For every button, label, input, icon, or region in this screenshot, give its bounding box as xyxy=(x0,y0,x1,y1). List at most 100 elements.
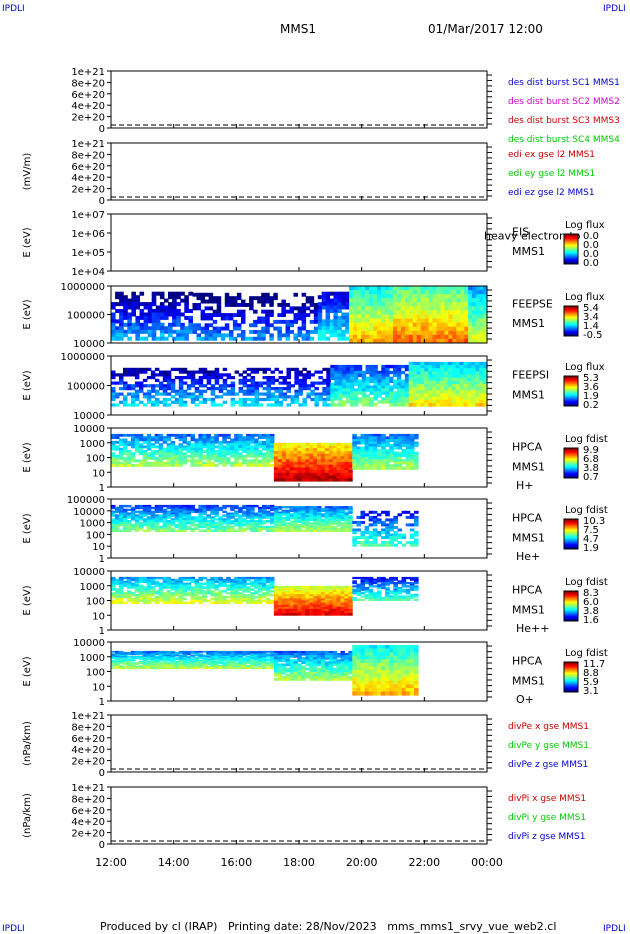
spec-bin-hpca_hepp-0 xyxy=(142,580,148,584)
spec-bin-feepse-1 xyxy=(212,309,218,314)
spec-bin-hpca_he-0 xyxy=(226,518,231,521)
cbar-value-hpca_he: 4.7 xyxy=(583,534,599,545)
cbar-swatch-hpca_he xyxy=(564,541,578,543)
spec-bin-hpca_h-0 xyxy=(262,454,267,458)
spec-bin-hpca_hepp-0 xyxy=(242,594,247,597)
spec-bin-feepse-1 xyxy=(269,313,274,317)
spec-bin-hpca_h-0 xyxy=(222,433,227,437)
spec-bin-hpca_he-0 xyxy=(162,523,168,527)
spec-bin-feepsi-0 xyxy=(150,389,156,393)
spec-bin-hpca_h-0 xyxy=(266,452,271,456)
spec-bin-hpca_h-1 xyxy=(320,461,326,466)
spec-bin-feepse-0 xyxy=(115,336,120,341)
spec-bin-feepsi-0 xyxy=(322,367,327,371)
spec-bin-hpca_hepp-0 xyxy=(186,592,191,595)
spec-bin-feepse-3 xyxy=(385,330,390,336)
spec-bin-feepsi-2 xyxy=(451,384,457,388)
spec-bin-feepse-5 xyxy=(475,286,480,291)
spec-bin-feepsi-1 xyxy=(334,379,339,383)
spec-bin-hpca_hepp-1 xyxy=(309,592,314,595)
spec-bin-hpca_he-0 xyxy=(111,510,116,513)
spec-bin-feepse-4 xyxy=(440,318,445,324)
spec-bin-hpca_he-2 xyxy=(397,541,403,545)
spec-bin-feepsi-1 xyxy=(389,394,394,398)
cbar-swatch-hpca_h xyxy=(564,462,578,464)
cbar-swatch-hpca_he xyxy=(564,520,578,522)
spec-bin-hpca_he-0 xyxy=(178,523,184,527)
spec-bin-hpca_he-0 xyxy=(270,518,275,521)
spec-bin-hpca_h-1 xyxy=(324,467,330,471)
spec-bin-feepsi-2 xyxy=(467,361,472,366)
spec-bin-hpca_h-0 xyxy=(122,459,128,463)
spec-bin-hpca_hepp-0 xyxy=(230,590,235,593)
spec-bin-feepsi-1 xyxy=(353,391,359,395)
spec-bin-hpca_he-0 xyxy=(250,516,255,519)
spec-bin-hpca_h-1 xyxy=(324,472,330,477)
spec-bin-feepse-0 xyxy=(115,329,120,334)
spec-bin-hpca_he-0 xyxy=(178,510,184,513)
spec-bin-hpca_hepp-1 xyxy=(324,598,330,601)
spec-bin-hpca_he-0 xyxy=(170,514,176,517)
cbar-swatch-eis xyxy=(564,253,578,255)
spec-bin-hpca_he-1 xyxy=(289,524,294,527)
spec-bin-feepsi-0 xyxy=(270,403,275,407)
spec-bin-feepse-4 xyxy=(460,294,465,299)
spec-bin-hpca_he-0 xyxy=(118,504,124,508)
spec-bin-feepse-4 xyxy=(428,298,434,303)
spec-bin-hpca_h-0 xyxy=(254,447,259,451)
spec-bin-feepsi-0 xyxy=(258,367,264,371)
spec-bin-feepsi-1 xyxy=(373,373,378,378)
spec-bin-hpca_h-1 xyxy=(317,445,322,449)
spec-bin-hpca_he-0 xyxy=(262,512,267,515)
spec-bin-hpca_he-0 xyxy=(238,525,243,529)
spec-bin-hpca_he-0 xyxy=(262,504,267,508)
spec-bin-hpca_he-1 xyxy=(340,511,345,514)
spec-bin-hpca_h-1 xyxy=(328,448,334,452)
spec-bin-hpca_he-2 xyxy=(352,538,357,542)
spec-bin-feepsi-0 xyxy=(138,387,144,391)
spec-bin-hpca_he-1 xyxy=(317,529,322,532)
spec-bin-feepse-5 xyxy=(472,290,477,295)
spec-bin-feepsi-2 xyxy=(408,365,414,369)
spec-bin-feepsi-0 xyxy=(278,403,283,407)
spec-bin-hpca_h-0 xyxy=(246,447,251,451)
spec-bin-hpca_he-2 xyxy=(389,518,394,522)
spec-bin-feepsi-1 xyxy=(338,403,343,407)
spec-bin-hpca_h-0 xyxy=(126,457,132,460)
spec-bin-feepsi-2 xyxy=(412,396,417,401)
spec-bin-hpca_he-0 xyxy=(162,508,168,512)
instrument-label-hpca_he: HPCA xyxy=(512,511,543,524)
spec-bin-hpca_he-1 xyxy=(313,506,318,509)
spec-bin-feepse-4 xyxy=(424,294,430,299)
spec-bin-hpca_h-0 xyxy=(134,436,140,439)
spec-bin-feepsi-0 xyxy=(162,376,168,380)
spec-bin-hpca_h-0 xyxy=(198,457,203,460)
spec-bin-feepse-5 xyxy=(483,326,488,332)
spec-bin-hpca_hepp-0 xyxy=(266,601,271,604)
spec-bin-hpca_hepp-1 xyxy=(285,590,291,593)
spec-bin-hpca_h-1 xyxy=(348,472,353,477)
spec-bin-hpca_h-0 xyxy=(202,461,207,465)
spec-bin-hpca_h-0 xyxy=(218,440,223,444)
spec-bin-hpca_h-0 xyxy=(174,450,180,453)
spec-bin-hpca_he-0 xyxy=(122,512,128,515)
spec-bin-hpca_he-2 xyxy=(356,520,361,524)
spec-bin-hpca_hepp-1 xyxy=(348,598,353,601)
spec-bin-hpca_h-1 xyxy=(301,464,306,468)
spec-bin-feepsi-2 xyxy=(428,393,433,398)
spec-bin-hpca_h-2 xyxy=(372,451,378,455)
spec-bin-hpca_hepp-1 xyxy=(297,596,302,599)
spec-bin-hpca_h-2 xyxy=(393,441,398,445)
spec-bin-feepsi-0 xyxy=(238,387,244,391)
spec-bin-feepsi-1 xyxy=(396,385,402,389)
spec-bin-hpca_hepp-0 xyxy=(130,594,136,597)
spec-bin-feepsi-2 xyxy=(416,371,421,376)
spec-bin-hpca_h-0 xyxy=(122,457,128,460)
spec-bin-hpca_hepp-0 xyxy=(270,578,275,582)
spec-bin-feepsi-0 xyxy=(123,395,128,399)
spec-bin-feepse-2 xyxy=(321,322,327,327)
spec-bin-hpca_he-0 xyxy=(226,527,231,531)
spec-bin-hpca_h-0 xyxy=(126,433,132,437)
spec-bin-hpca_he-0 xyxy=(174,523,180,527)
spec-bin-feepsi-1 xyxy=(393,370,398,375)
